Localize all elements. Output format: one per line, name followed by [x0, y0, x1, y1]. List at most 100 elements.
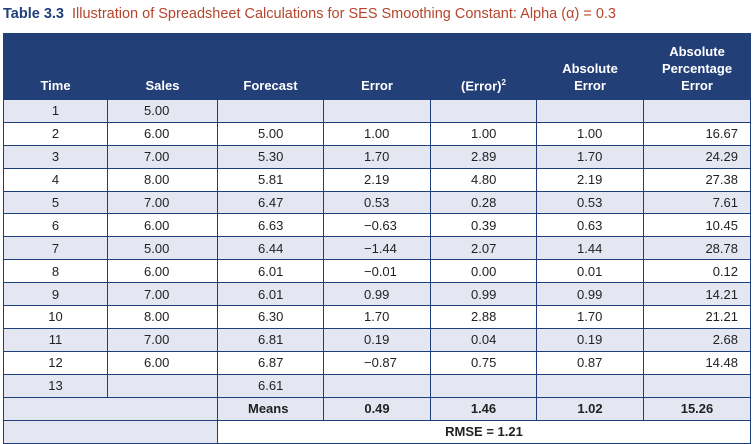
header-absolute-error-line2: Error — [574, 78, 606, 93]
header-row: Time Sales Forecast Error (Error)2 Absol… — [3, 33, 751, 100]
cell-error-squared: 0.99 — [430, 282, 537, 307]
cell-absolute-percentage-error: 2.68 — [643, 327, 751, 352]
rmse-row: RMSE = 1.21 — [3, 419, 751, 444]
cell-error: 1.70 — [323, 305, 431, 329]
cell-time: 5 — [3, 190, 108, 215]
cell-forecast: 6.63 — [217, 213, 324, 238]
header-error-squared-text: (Error) — [461, 78, 502, 93]
table-title: Illustration of Spreadsheet Calculations… — [72, 6, 616, 22]
means-label: Means — [217, 396, 324, 421]
cell-error-squared: 1.00 — [430, 121, 537, 146]
cell-absolute-percentage-error — [643, 99, 751, 123]
cell-absolute-error: 0.19 — [536, 327, 644, 352]
header-absolute-error-line1: Absolute — [562, 61, 618, 76]
cell-absolute-percentage-error: 14.48 — [643, 350, 751, 375]
header-error: Error — [323, 33, 431, 100]
cell-absolute-percentage-error: 10.45 — [643, 213, 751, 238]
table-row: 1 5.00 — [3, 99, 751, 123]
cell-sales: 5.00 — [107, 99, 218, 123]
cell-error-squared — [430, 373, 537, 398]
cell-forecast: 6.81 — [217, 327, 324, 352]
cell-error: −0.87 — [323, 350, 431, 375]
cell-time: 3 — [3, 144, 108, 169]
table-row: 10 8.00 6.30 1.70 2.88 1.70 21.21 — [3, 305, 751, 329]
cell-forecast: 6.01 — [217, 259, 324, 284]
cell-forecast: 6.47 — [217, 190, 324, 215]
cell-sales: 6.00 — [107, 259, 218, 284]
table-row: 7 5.00 6.44 −1.44 2.07 1.44 28.78 — [3, 236, 751, 261]
cell-sales: 7.00 — [107, 190, 218, 215]
means-absolute-percentage-error: 15.26 — [643, 396, 751, 421]
cell-error: −0.63 — [323, 213, 431, 238]
cell-error-squared: 0.00 — [430, 259, 537, 284]
header-ape-line2: Percentage — [661, 61, 733, 76]
header-error-squared-sup: 2 — [501, 77, 506, 87]
cell-absolute-error: 1.00 — [536, 121, 644, 146]
cell-sales: 5.00 — [107, 236, 218, 261]
means-absolute-error: 1.02 — [536, 396, 644, 421]
table-row: 13 6.61 — [3, 373, 751, 398]
cell-time: 11 — [3, 327, 108, 352]
header-sales: Sales — [107, 33, 218, 100]
cell-absolute-percentage-error: 14.21 — [643, 282, 751, 307]
cell-time: 9 — [3, 282, 108, 307]
cell-error-squared: 0.75 — [430, 350, 537, 375]
rmse-blank-cell — [3, 419, 218, 444]
cell-absolute-percentage-error: 27.38 — [643, 167, 751, 192]
cell-absolute-percentage-error: 7.61 — [643, 190, 751, 215]
means-error-squared: 1.46 — [430, 396, 537, 421]
cell-error: 2.19 — [323, 167, 431, 192]
table-row: 4 8.00 5.81 2.19 4.80 2.19 27.38 — [3, 167, 751, 192]
header-forecast: Forecast — [217, 33, 324, 100]
cell-error: 1.00 — [323, 121, 431, 146]
cell-absolute-error: 0.87 — [536, 350, 644, 375]
table-row: 8 6.00 6.01 −0.01 0.00 0.01 0.12 — [3, 259, 751, 284]
cell-forecast: 6.01 — [217, 282, 324, 307]
cell-error-squared: 2.89 — [430, 144, 537, 169]
means-blank-cell — [3, 396, 218, 421]
table-row: 11 7.00 6.81 0.19 0.04 0.19 2.68 — [3, 327, 751, 352]
cell-error-squared: 2.88 — [430, 305, 537, 329]
cell-absolute-percentage-error: 21.21 — [643, 305, 751, 329]
cell-sales: 6.00 — [107, 350, 218, 375]
cell-absolute-percentage-error: 28.78 — [643, 236, 751, 261]
cell-sales: 7.00 — [107, 327, 218, 352]
cell-forecast: 5.00 — [217, 121, 324, 146]
table-row: 6 6.00 6.63 −0.63 0.39 0.63 10.45 — [3, 213, 751, 238]
cell-error-squared: 0.28 — [430, 190, 537, 215]
means-error: 0.49 — [323, 396, 431, 421]
cell-time: 2 — [3, 121, 108, 146]
cell-time: 4 — [3, 167, 108, 192]
cell-sales: 6.00 — [107, 213, 218, 238]
cell-sales: 7.00 — [107, 144, 218, 169]
cell-absolute-error: 1.70 — [536, 305, 644, 329]
cell-absolute-percentage-error: 0.12 — [643, 259, 751, 284]
cell-error: 0.19 — [323, 327, 431, 352]
cell-absolute-error — [536, 99, 644, 123]
cell-absolute-error: 1.70 — [536, 144, 644, 169]
cell-time: 10 — [3, 305, 108, 329]
cell-forecast: 6.87 — [217, 350, 324, 375]
cell-time: 7 — [3, 236, 108, 261]
ses-calculation-table: Time Sales Forecast Error (Error)2 Absol… — [3, 33, 751, 444]
cell-sales: 7.00 — [107, 282, 218, 307]
cell-absolute-percentage-error: 24.29 — [643, 144, 751, 169]
cell-error — [323, 99, 431, 123]
cell-absolute-error: 1.44 — [536, 236, 644, 261]
cell-error: 0.99 — [323, 282, 431, 307]
cell-absolute-percentage-error: 16.67 — [643, 121, 751, 146]
cell-error: −0.01 — [323, 259, 431, 284]
cell-error-squared: 2.07 — [430, 236, 537, 261]
cell-absolute-error: 2.19 — [536, 167, 644, 192]
table-row: 12 6.00 6.87 −0.87 0.75 0.87 14.48 — [3, 350, 751, 375]
cell-error-squared — [430, 99, 537, 123]
cell-time: 12 — [3, 350, 108, 375]
table-caption: Table 3.3 Illustration of Spreadsheet Ca… — [3, 6, 616, 22]
cell-absolute-error: 0.63 — [536, 213, 644, 238]
cell-time: 1 — [3, 99, 108, 123]
cell-forecast: 6.61 — [217, 373, 324, 398]
header-time: Time — [3, 33, 108, 100]
cell-forecast — [217, 99, 324, 123]
cell-absolute-error — [536, 373, 644, 398]
table-number: Table 3.3 — [3, 6, 64, 22]
